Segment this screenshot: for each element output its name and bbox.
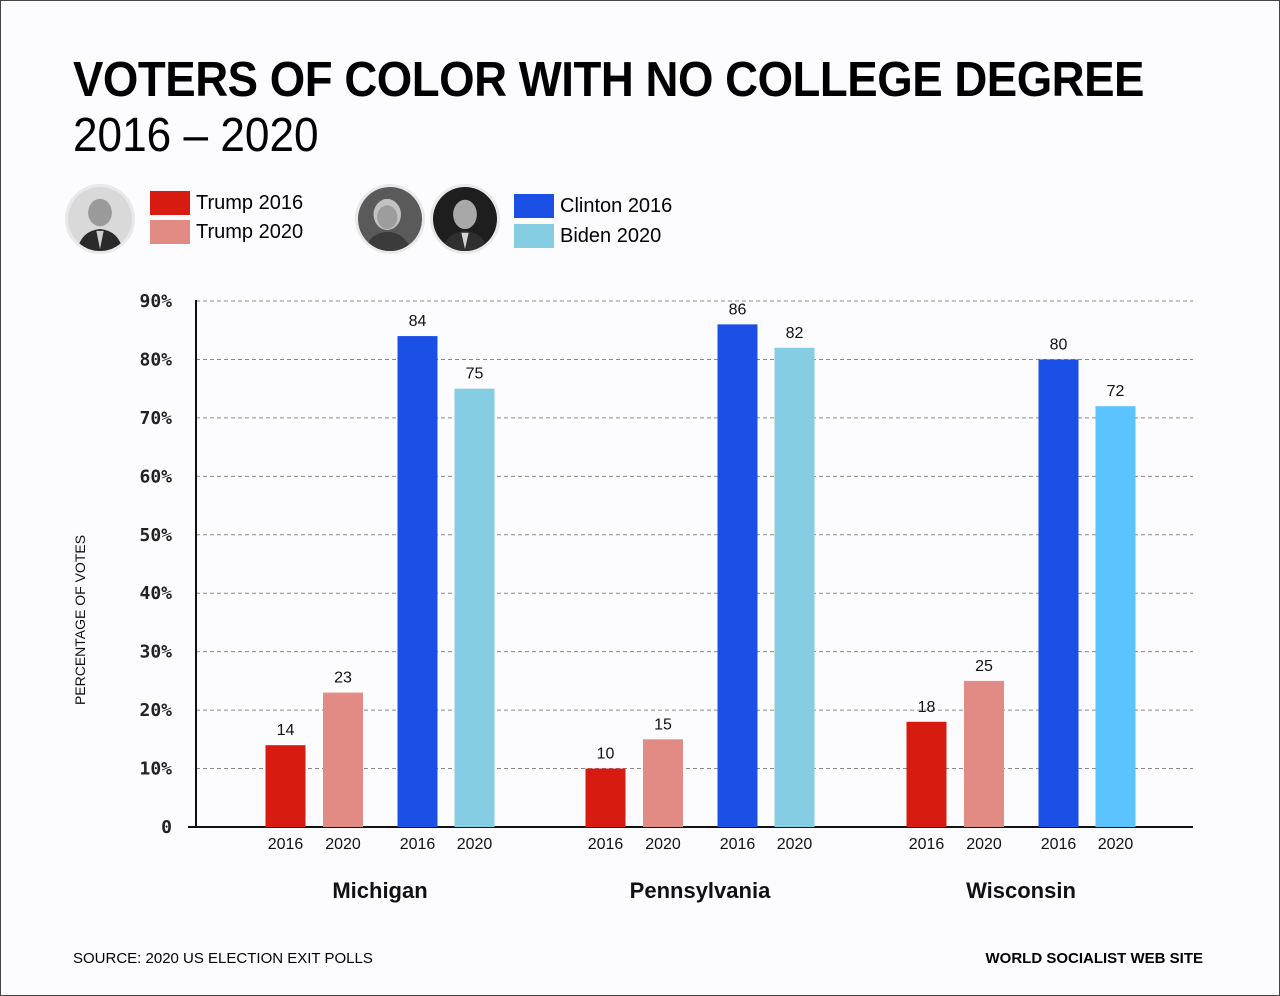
bar bbox=[643, 739, 683, 827]
legend-item-trump-2020: Trump 2020 bbox=[150, 219, 303, 245]
category-label: Wisconsin bbox=[966, 878, 1076, 903]
bar bbox=[323, 692, 363, 827]
bar bbox=[454, 388, 495, 827]
data-label: 14 bbox=[277, 722, 295, 739]
x-tick-label: 2020 bbox=[645, 836, 681, 853]
y-tick-label: 0 bbox=[161, 817, 172, 838]
data-label: 25 bbox=[975, 658, 993, 675]
y-tick-label: 30% bbox=[139, 642, 172, 663]
x-tick-label: 2020 bbox=[966, 836, 1002, 853]
legend-label: Biden 2020 bbox=[560, 224, 662, 247]
bar bbox=[774, 347, 815, 827]
y-tick-label: 40% bbox=[139, 583, 172, 604]
source-note: SOURCE: 2020 US ELECTION EXIT POLLS bbox=[73, 950, 373, 967]
bar bbox=[1038, 359, 1079, 827]
biden-portrait bbox=[430, 184, 500, 254]
bar bbox=[265, 745, 306, 827]
x-tick-label: 2016 bbox=[588, 836, 624, 853]
legend-label: Trump 2020 bbox=[196, 220, 304, 243]
x-tick-label: 2020 bbox=[777, 836, 813, 853]
legend-swatch bbox=[514, 224, 554, 248]
chart-title: VOTERS OF COLOR WITH NO COLLEGE DEGREE bbox=[73, 53, 1144, 107]
category-label: Michigan bbox=[332, 878, 427, 903]
data-label: 84 bbox=[409, 313, 427, 330]
x-tick-label: 2020 bbox=[1098, 836, 1134, 853]
data-label: 80 bbox=[1050, 336, 1068, 353]
x-tick-label: 2016 bbox=[909, 836, 945, 853]
person-silhouette-icon bbox=[68, 187, 132, 251]
y-tick-label: 60% bbox=[139, 466, 172, 487]
bar bbox=[585, 768, 626, 827]
x-tick-label: 2016 bbox=[268, 836, 304, 853]
y-tick-label: 20% bbox=[139, 700, 172, 721]
data-label: 82 bbox=[786, 325, 804, 342]
legend-swatch bbox=[150, 220, 190, 244]
clinton-portrait bbox=[355, 184, 425, 254]
x-tick-label: 2016 bbox=[400, 836, 436, 853]
y-tick-label: 70% bbox=[139, 408, 172, 429]
x-tick-label: 2020 bbox=[457, 836, 493, 853]
x-tick-label: 2016 bbox=[720, 836, 756, 853]
y-tick-label: 50% bbox=[139, 525, 172, 546]
legend-swatch bbox=[150, 191, 190, 215]
data-label: 86 bbox=[729, 301, 747, 318]
data-label: 23 bbox=[334, 670, 352, 687]
x-tick-label: 2016 bbox=[1041, 836, 1077, 853]
data-label: 10 bbox=[597, 746, 615, 763]
legend-label: Clinton 2016 bbox=[560, 194, 673, 217]
y-tick-label: 10% bbox=[139, 759, 172, 780]
data-label: 15 bbox=[654, 716, 672, 733]
data-label: 75 bbox=[466, 366, 484, 383]
bar bbox=[906, 721, 947, 827]
x-tick-label: 2020 bbox=[325, 836, 361, 853]
legend-swatch bbox=[514, 194, 554, 218]
chart-subtitle: 2016 – 2020 bbox=[73, 109, 319, 162]
data-label: 72 bbox=[1107, 383, 1125, 400]
bar bbox=[717, 324, 758, 827]
y-tick-label: 80% bbox=[139, 349, 172, 370]
data-label: 18 bbox=[918, 699, 936, 716]
legend-label: Trump 2016 bbox=[196, 191, 304, 214]
bar bbox=[1095, 406, 1136, 827]
y-tick-label: 90% bbox=[139, 291, 172, 312]
legend-item-trump-2016: Trump 2016 bbox=[150, 190, 303, 216]
person-silhouette-icon bbox=[358, 187, 422, 251]
trump-portrait bbox=[65, 184, 135, 254]
publisher-credit: WORLD SOCIALIST WEB SITE bbox=[985, 950, 1204, 967]
bar bbox=[964, 680, 1004, 827]
bar bbox=[397, 336, 438, 827]
legend-item-clinton-2016: Clinton 2016 bbox=[514, 193, 672, 219]
category-label: Pennsylvania bbox=[630, 878, 771, 903]
person-silhouette-icon bbox=[433, 187, 497, 251]
legend-item-biden-2020: Biden 2020 bbox=[514, 223, 661, 249]
